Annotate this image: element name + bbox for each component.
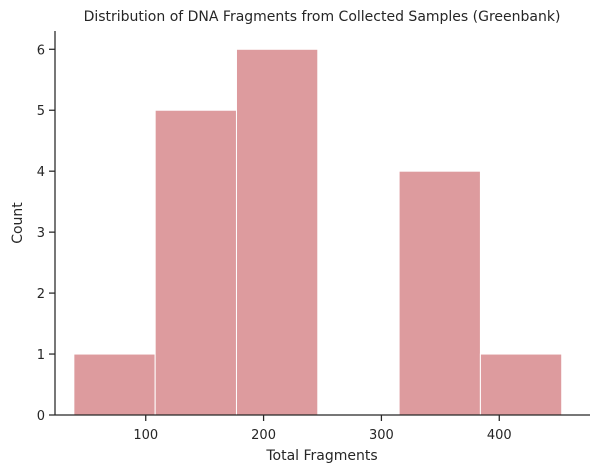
y-tick-label: 3 [37,226,45,241]
x-axis-label: Total Fragments [265,448,377,464]
histogram-bar-5 [479,353,563,416]
x-tick-label: 200 [251,428,276,443]
histogram-bar-0 [73,353,156,416]
x-tick-label: 400 [487,428,512,443]
histogram-bar-1 [154,109,237,416]
x-tick-label: 100 [133,428,158,443]
y-tick-label: 4 [37,165,45,180]
y-tick-label: 5 [37,104,45,119]
x-tick-label: 300 [369,428,394,443]
histogram-bar-2 [235,48,319,416]
x-axis-ticks: 100 200 300 400 [133,415,512,443]
y-axis-ticks: 0 1 2 3 4 5 6 [37,43,55,424]
y-axis-label: Count [10,202,26,244]
y-tick-label: 0 [37,409,45,424]
histogram-bar-4 [398,170,481,416]
bars-group [73,48,563,416]
y-tick-label: 1 [37,348,45,363]
chart-title: Distribution of DNA Fragments from Colle… [84,9,561,25]
y-tick-label: 2 [37,287,45,302]
y-tick-label: 6 [37,43,45,58]
